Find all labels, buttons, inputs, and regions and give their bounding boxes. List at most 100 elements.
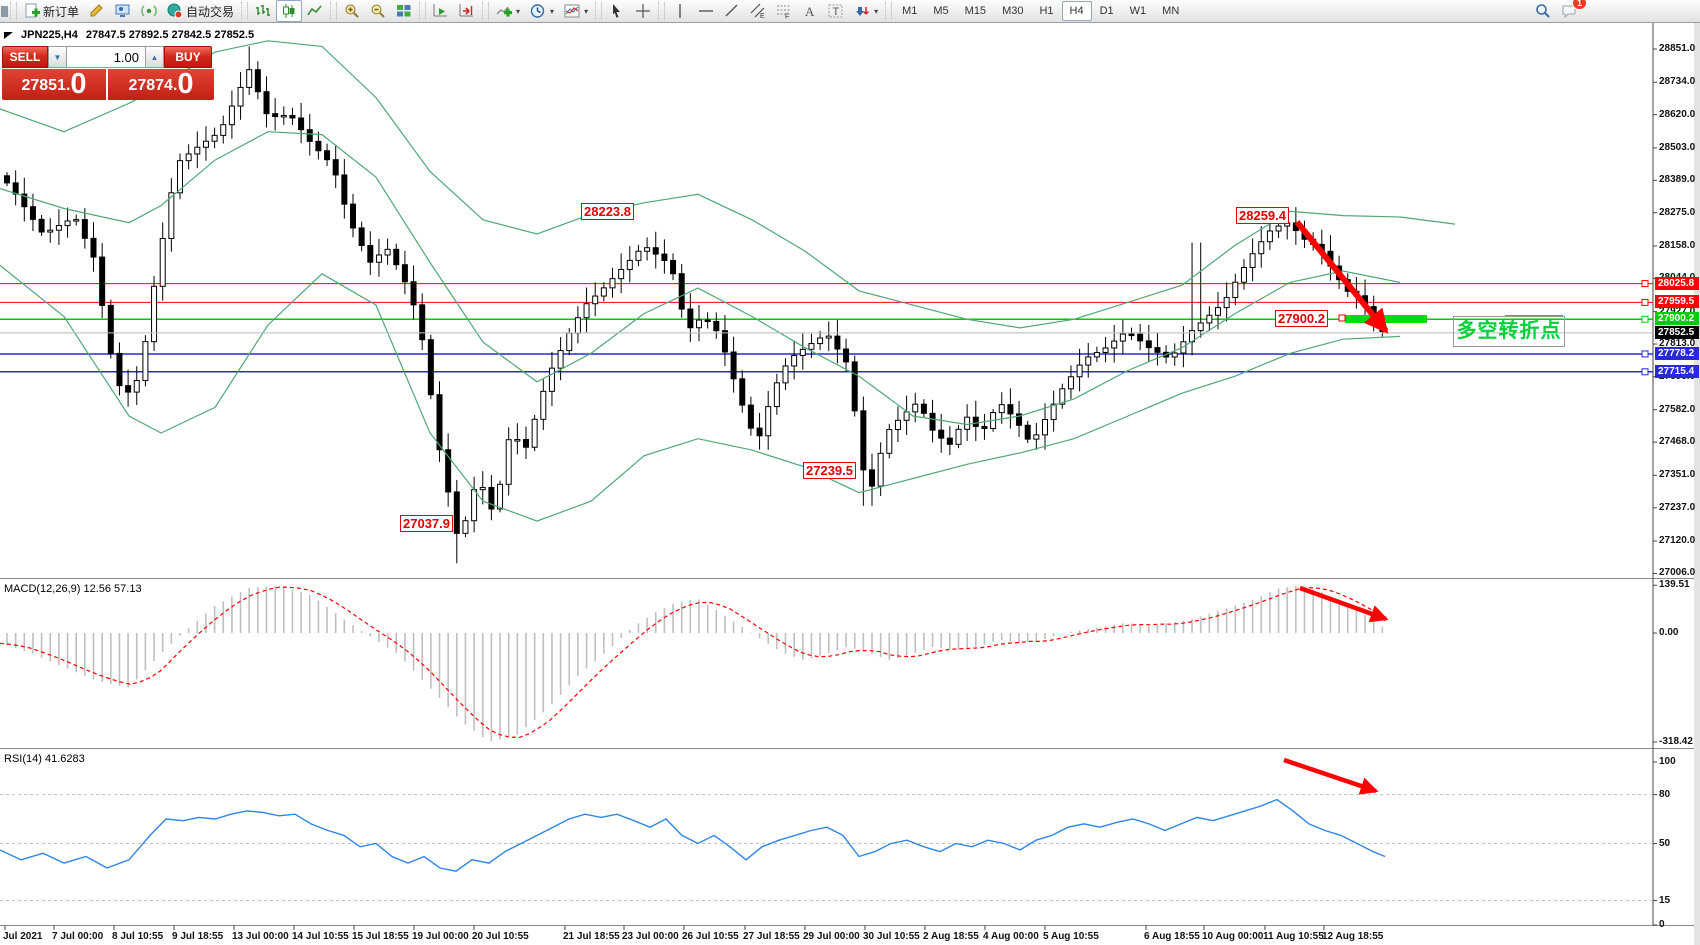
- price-tick-label: 28158.0: [1659, 239, 1696, 251]
- price-tick-label: 27351.0: [1659, 469, 1696, 481]
- notification-badge: 1: [1571, 0, 1587, 10]
- price-tick-label: 27237.0: [1659, 501, 1696, 513]
- mql-editor-button[interactable]: [84, 0, 110, 22]
- crosshair-tool-button[interactable]: [630, 0, 656, 22]
- separator: [330, 2, 338, 20]
- price-tick-label: 27006.0: [1659, 567, 1696, 579]
- separator: [241, 2, 249, 20]
- periods-button[interactable]: ▾: [525, 0, 559, 22]
- fibonacci-icon: F: [777, 5, 791, 19]
- time-axis-label: 10 Aug 00:00: [1202, 931, 1264, 942]
- market-watch-button[interactable]: [110, 0, 136, 22]
- rsi-scale-label: 80: [1659, 788, 1671, 800]
- timeframe-h1[interactable]: H1: [1039, 5, 1054, 17]
- cursor-tool-button[interactable]: [604, 0, 630, 22]
- auto-scroll-button[interactable]: [428, 0, 454, 22]
- auto-trading-label: 自动交易: [186, 4, 235, 19]
- horizontal-line-tool-button[interactable]: [693, 0, 719, 22]
- trendline-icon: [725, 4, 738, 17]
- timeframe-m5[interactable]: M5: [933, 5, 949, 17]
- one-click-trading-panel: SELL ▼ 1.00 ▲ BUY 27851. 0 27874. 0: [2, 46, 214, 100]
- fibonacci-tool-button[interactable]: F: [771, 0, 797, 22]
- price-annotation[interactable]: 27037.9: [400, 515, 453, 532]
- price-tick-label: 28734.0: [1659, 76, 1696, 88]
- notifications-button[interactable]: 1: [1556, 0, 1587, 22]
- trendline-tool-button[interactable]: [719, 0, 745, 22]
- clock-icon: [530, 4, 545, 18]
- equidistant-channel-tool-button[interactable]: E: [745, 0, 771, 22]
- sell-price-display[interactable]: 27851. 0: [2, 69, 106, 100]
- price-tag: 27900.2: [1655, 312, 1699, 326]
- monitor-icon: [115, 4, 130, 17]
- macd-scale-label: -318.42: [1659, 736, 1693, 748]
- line-chart-button[interactable]: [302, 0, 328, 22]
- vertical-line-tool-button[interactable]: [667, 0, 693, 22]
- chart-shift-button[interactable]: [454, 0, 480, 22]
- time-axis-label: 30 Jul 10:55: [863, 931, 920, 942]
- indicators-button[interactable]: ▾: [491, 0, 525, 22]
- tile-windows-button[interactable]: [391, 0, 417, 22]
- price-tag: 27959.5: [1655, 295, 1699, 309]
- dropdown-caret-icon: ▾: [550, 6, 555, 16]
- channel-icon: E: [750, 3, 765, 19]
- time-axis-label: 4 Aug 00:00: [983, 931, 1039, 942]
- candlestick-chart-button[interactable]: [276, 0, 303, 22]
- buy-price-display[interactable]: 27874. 0: [108, 69, 214, 100]
- timeframe-m1[interactable]: M1: [902, 5, 918, 17]
- time-axis-label: 27 Jul 18:55: [743, 931, 800, 942]
- macd-scale-label: 139.51: [1659, 579, 1690, 591]
- signals-button[interactable]: [136, 0, 162, 22]
- volume-increase-button[interactable]: ▲: [145, 46, 164, 68]
- timeframe-h4[interactable]: H4: [1061, 1, 1092, 21]
- new-order-button[interactable]: 新订单: [19, 0, 84, 22]
- timeframe-d1[interactable]: D1: [1099, 5, 1114, 17]
- time-axis-label: 29 Jul 00:00: [803, 931, 860, 942]
- templates-button[interactable]: ▾: [559, 0, 593, 22]
- text-tool-button[interactable]: A: [797, 0, 823, 22]
- price-tick-label: 28503.0: [1659, 141, 1696, 153]
- sell-button[interactable]: SELL: [2, 46, 48, 68]
- price-annotation[interactable]: 27239.5: [803, 462, 856, 479]
- zoom-out-button[interactable]: [365, 0, 391, 22]
- time-axis-label: 2 Aug 18:55: [923, 931, 979, 942]
- volume-decrease-button[interactable]: ▼: [48, 46, 67, 68]
- time-axis-label: 9 Jul 18:55: [172, 931, 224, 942]
- time-axis-label: 13 Jul 00:00: [232, 931, 289, 942]
- price-annotation[interactable]: 28259.4: [1236, 207, 1289, 224]
- search-icon: [1536, 4, 1550, 18]
- arrows-tool-button[interactable]: ▾: [849, 0, 883, 22]
- zoom-in-button[interactable]: [339, 0, 365, 22]
- timeframe-m30[interactable]: M30: [1002, 5, 1024, 17]
- crosshair-icon: [636, 4, 651, 18]
- price-tick-label: 28275.0: [1659, 206, 1696, 218]
- search-button[interactable]: [1530, 0, 1556, 22]
- time-axis-label: 19 Jul 00:00: [412, 931, 469, 942]
- buy-button[interactable]: BUY: [164, 46, 212, 68]
- rsi-scale-label: 50: [1659, 837, 1671, 849]
- time-axis-label: 20 Jul 10:55: [472, 931, 529, 942]
- timeframe-m15[interactable]: M15: [964, 5, 987, 17]
- rsi-scale-label: 15: [1659, 894, 1671, 906]
- timeframe-mn[interactable]: MN: [1162, 5, 1180, 17]
- price-tag: 27778.2: [1655, 346, 1699, 360]
- sell-price-main: 27851.: [21, 77, 71, 94]
- auto-trading-button[interactable]: 自动交易: [162, 0, 239, 22]
- separator: [482, 2, 490, 20]
- new-order-icon: [25, 3, 40, 18]
- price-tick-label: 27468.0: [1659, 436, 1696, 448]
- chart-shift-icon: [459, 4, 474, 17]
- timeframe-w1[interactable]: W1: [1129, 5, 1147, 17]
- price-tag: 27715.4: [1655, 364, 1699, 378]
- indicators-icon: [496, 6, 513, 17]
- price-annotation[interactable]: 28223.8: [581, 203, 634, 220]
- price-tick-label: 27582.0: [1659, 403, 1696, 415]
- text-label-tool-button[interactable]: T: [823, 0, 849, 22]
- price-annotation[interactable]: 27900.2: [1275, 310, 1328, 327]
- bar-chart-button[interactable]: [250, 0, 276, 22]
- volume-input[interactable]: 1.00: [67, 46, 145, 68]
- note-annotation[interactable]: 多空转折点: [1453, 316, 1565, 347]
- separator: [885, 2, 893, 20]
- timeframe-switcher: M1 M5 M15 M30 H1 H4 D1 W1 MN: [894, 0, 1187, 22]
